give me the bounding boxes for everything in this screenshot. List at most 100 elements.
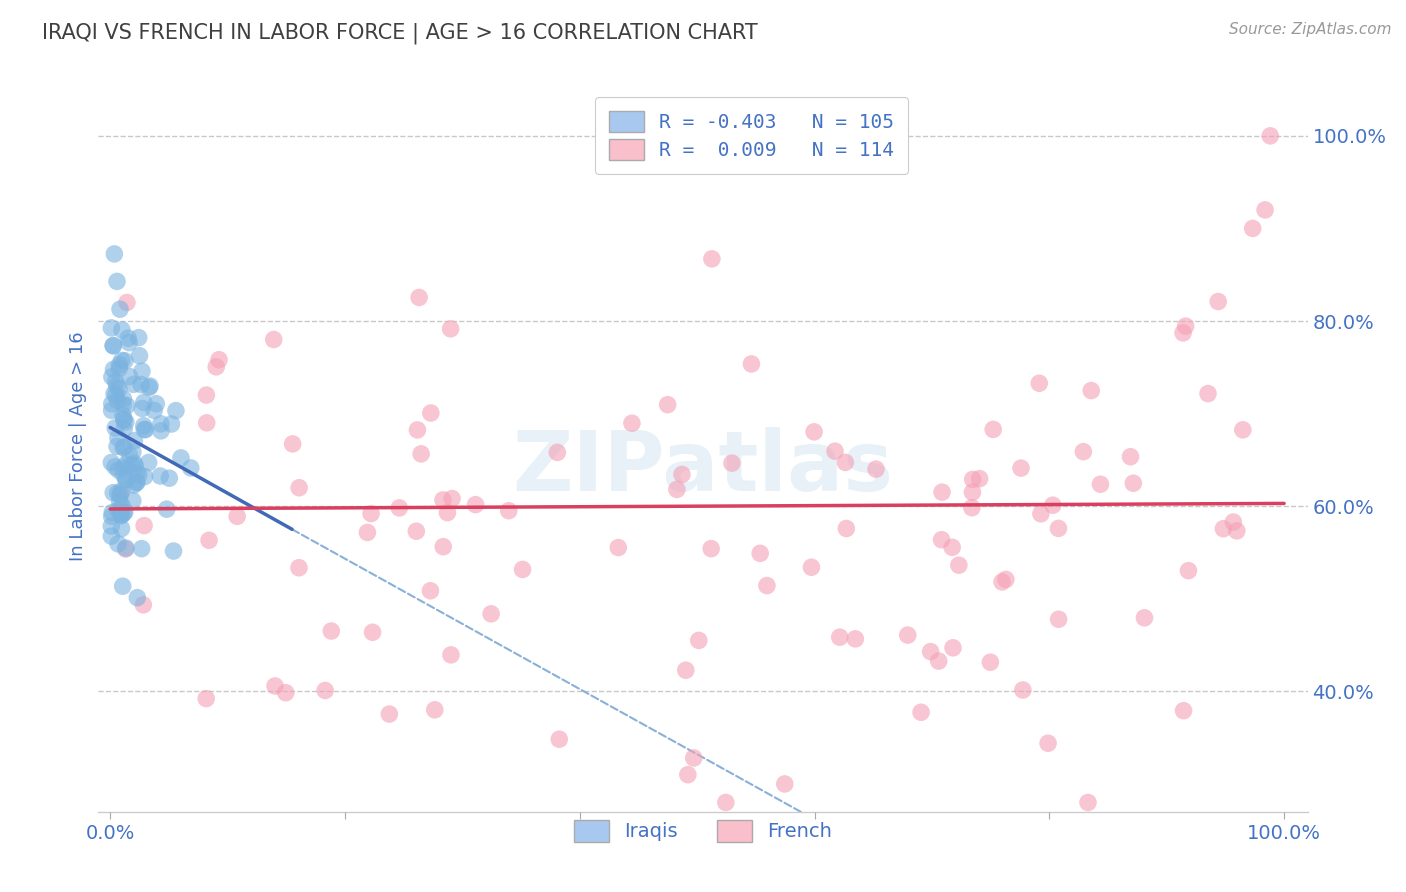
Point <box>676 767 699 781</box>
Point <box>118 369 141 384</box>
Point <box>411 447 433 461</box>
Point <box>755 578 778 592</box>
Point <box>773 777 796 791</box>
Point <box>105 379 128 393</box>
Point <box>108 488 131 502</box>
Point <box>105 393 128 408</box>
Point <box>107 486 129 500</box>
Point <box>112 467 135 482</box>
Point <box>149 469 172 483</box>
Point <box>1177 564 1199 578</box>
Text: Source: ZipAtlas.com: Source: ZipAtlas.com <box>1229 22 1392 37</box>
Point <box>100 403 122 417</box>
Point <box>740 357 762 371</box>
Point <box>114 472 136 486</box>
Text: ZIPatlas: ZIPatlas <box>513 427 893 508</box>
Point <box>108 382 131 396</box>
Point <box>1042 498 1064 512</box>
Point <box>103 247 125 261</box>
Point <box>1077 796 1099 810</box>
Point <box>994 573 1017 587</box>
Point <box>117 331 139 345</box>
Point <box>156 502 179 516</box>
Point <box>110 522 132 536</box>
Point <box>120 458 142 472</box>
Point <box>110 508 132 522</box>
Point <box>124 458 146 473</box>
Point <box>682 751 704 765</box>
Point <box>115 295 138 310</box>
Point <box>195 691 218 706</box>
Point <box>100 397 122 411</box>
Point <box>100 509 122 524</box>
Point <box>122 478 145 492</box>
Point <box>112 506 135 520</box>
Point <box>1012 683 1035 698</box>
Point <box>128 330 150 344</box>
Point <box>928 654 950 668</box>
Point <box>314 683 336 698</box>
Point <box>198 533 221 548</box>
Point <box>408 290 430 304</box>
Point <box>665 483 688 497</box>
Point <box>981 422 1004 436</box>
Point <box>688 633 710 648</box>
Point <box>432 540 454 554</box>
Point <box>131 401 153 416</box>
Point <box>1133 611 1156 625</box>
Point <box>208 352 231 367</box>
Legend: Iraqis, French: Iraqis, French <box>562 809 844 854</box>
Point <box>1173 704 1195 718</box>
Point <box>134 423 156 437</box>
Point <box>129 377 152 392</box>
Point <box>125 475 148 489</box>
Point <box>128 467 150 482</box>
Point <box>1036 736 1059 750</box>
Point <box>118 448 141 462</box>
Point <box>104 459 127 474</box>
Point <box>865 462 887 476</box>
Point <box>1226 524 1249 538</box>
Point <box>834 455 856 469</box>
Point <box>135 423 157 437</box>
Point <box>110 487 132 501</box>
Point <box>107 431 129 445</box>
Point <box>195 388 218 402</box>
Point <box>101 506 124 520</box>
Point <box>969 472 991 486</box>
Point <box>145 397 167 411</box>
Point <box>828 630 851 644</box>
Point <box>101 338 124 352</box>
Point <box>111 409 134 423</box>
Point <box>388 500 411 515</box>
Point <box>143 403 166 417</box>
Point <box>108 361 131 376</box>
Point <box>104 375 127 389</box>
Point <box>1119 450 1142 464</box>
Point <box>149 417 172 431</box>
Point <box>115 541 138 555</box>
Point <box>1174 319 1197 334</box>
Point <box>1258 128 1281 143</box>
Point <box>107 537 129 551</box>
Point <box>263 333 285 347</box>
Point <box>360 507 382 521</box>
Point <box>104 421 127 435</box>
Point <box>824 444 846 458</box>
Point <box>406 423 429 437</box>
Point <box>1028 376 1050 391</box>
Point <box>118 335 141 350</box>
Point <box>835 521 858 535</box>
Point <box>160 417 183 431</box>
Point <box>479 607 502 621</box>
Point <box>749 546 772 560</box>
Point <box>657 398 679 412</box>
Point <box>1241 221 1264 235</box>
Point <box>138 380 160 394</box>
Point <box>931 485 953 500</box>
Point <box>170 450 193 465</box>
Point <box>441 491 464 506</box>
Point <box>112 397 135 411</box>
Point <box>105 274 128 288</box>
Point <box>110 508 132 523</box>
